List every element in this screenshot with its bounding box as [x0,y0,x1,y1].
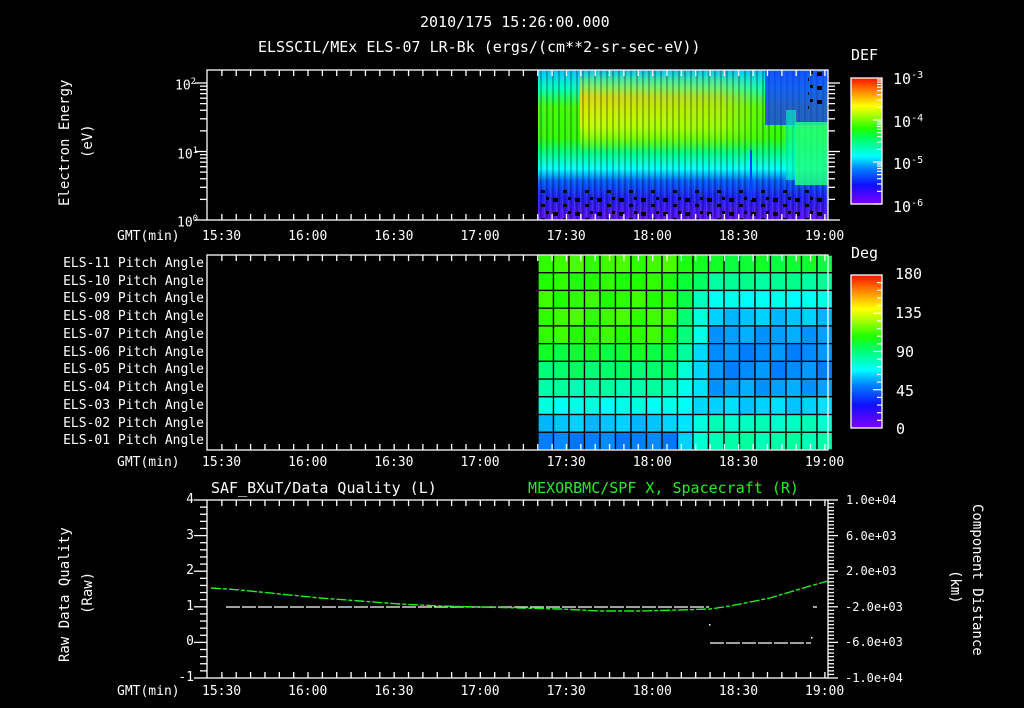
time-tick-label: 16:30 [374,229,414,244]
time-tick-label: 15:30 [202,684,242,699]
time-axis-label-1: GMT(min) [117,229,180,244]
pitch-row-label: ELS-09 Pitch Angle [63,291,204,307]
time-tick-label: 18:30 [718,684,759,699]
time-tick-label: 19:00 [805,684,845,699]
time-tick-label: 17:30 [546,229,586,244]
time-tick-label: 15:30 [202,455,242,470]
distance-ytick: 2.0e+03 [846,564,897,579]
def-colorbar [850,77,883,205]
distance-ytick: 1.0e+04 [846,493,897,507]
distance-ytick: -1.0e+04 [845,671,903,685]
time-tick-label: 19:00 [805,229,845,244]
spacecraft-x-series [210,580,829,612]
spectrogram-axes [206,69,829,221]
cb2-tick-90: 90 [896,343,915,361]
plot-timestamp: 2010/175 15:26:00.000 [420,13,610,31]
data-quality-series [226,606,817,644]
time-tick-label: 17:00 [460,455,500,470]
time-tick-label: 17:00 [460,229,500,244]
pitch-row-label: ELS-08 Pitch Angle [63,309,204,325]
time-tick-label: 18:30 [718,455,759,470]
time-tick-label: 18:00 [632,684,672,699]
distance-ytick: -2.0e+03 [845,599,903,614]
quality-ytick: 3 [186,527,194,543]
pitch-row-label: ELS-06 Pitch Angle [63,344,204,360]
time-tick-label: 16:00 [288,455,328,470]
pitch-row-label: ELS-07 Pitch Angle [63,326,204,342]
time-tick-label: 16:00 [288,229,328,244]
spectrogram-ylabel: Electron Energy [57,79,73,206]
quality-ytick: 4 [186,492,194,507]
time-axis-label-3: GMT(min) [117,684,180,699]
pitch-row-label: ELS-10 Pitch Angle [63,273,204,289]
cb2-tick-0: 0 [896,420,906,438]
time-tick-label: 17:30 [546,455,586,470]
cb2-tick-135: 135 [895,304,923,322]
deg-colorbar-title: Deg [851,244,879,262]
time-tick-label: 18:30 [718,229,759,244]
cb1-tick-2: 10-5 [893,155,924,173]
ytick-1e2: 102 [175,77,197,94]
time-tick-label: 18:00 [632,229,672,244]
pitch-row-label: ELS-03 Pitch Angle [63,397,204,413]
ytick-1e1: 101 [177,146,199,163]
time-tick-label: 16:30 [374,684,414,699]
spectrogram-ylabel-units: (eV) [80,124,96,158]
time-tick-label: 18:00 [632,455,672,470]
quality-ytick: 1 [186,598,194,614]
quality-axes [206,499,829,679]
pitch-row-label: ELS-02 Pitch Angle [63,415,204,431]
time-axis-label-2: GMT(min) [117,455,180,470]
quality-ylabel-units: (Raw) [80,571,96,614]
plot-subtitle: ELSSCIL/MEx ELS-07 LR-Bk (ergs/(cm**2-sr… [258,38,701,56]
quality-ylabel: Raw Data Quality [57,527,73,662]
distance-ytick: -6.0e+03 [845,635,903,650]
time-tick-label: 17:00 [460,684,500,699]
quality-ytick: -1 [178,670,194,685]
quality-ytick: 0 [186,634,194,650]
quality-ytick: 2 [186,563,194,579]
time-tick-label: 15:30 [202,229,242,244]
distance-ytick: 6.0e+03 [846,528,897,543]
time-tick-label: 19:00 [805,455,845,470]
distance-ylabel: Component Distance [969,504,985,656]
pitch-row-label: ELS-04 Pitch Angle [63,380,204,396]
time-tick-label: 16:00 [288,684,328,699]
ytick-1e0: 100 [177,214,199,231]
def-colorbar-title: DEF [851,46,879,64]
cb1-tick-1: 10-4 [893,113,924,131]
pitch-axes [206,254,829,451]
cb2-tick-45: 45 [896,382,915,400]
pitch-row-label: ELS-01 Pitch Angle [63,433,204,449]
cb1-tick-0: 10-3 [893,70,924,88]
spectrogram-panel [538,70,828,220]
quality-left-title: SAF_BXuT/Data Quality (L) [211,479,437,497]
time-tick-label: 16:30 [374,455,414,470]
pitch-angle-grid [537,254,834,451]
distance-ylabel-units: (km) [947,570,963,604]
time-tick-label: 17:30 [546,684,586,699]
quality-right-title: MEXORBMC/SPF X, Spacecraft (R) [528,479,799,497]
pitch-row-label: ELS-11 Pitch Angle [63,256,204,271]
pitch-row-label: ELS-05 Pitch Angle [63,362,204,378]
cb1-tick-3: 10-6 [893,198,924,216]
cb2-tick-180: 180 [895,265,923,283]
